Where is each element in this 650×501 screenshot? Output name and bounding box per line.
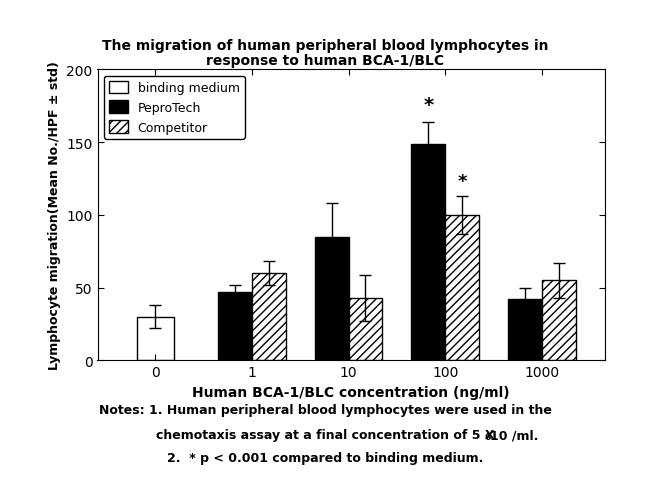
Text: 2.  * p < 0.001 compared to binding medium.: 2. * p < 0.001 compared to binding mediu… <box>167 451 483 464</box>
Y-axis label: Lymphocyte migration(Mean No./HPF ± std): Lymphocyte migration(Mean No./HPF ± std) <box>47 61 60 370</box>
Bar <box>315 237 348 361</box>
Bar <box>541 281 575 361</box>
X-axis label: Human BCA-1/BLC concentration (ng/ml): Human BCA-1/BLC concentration (ng/ml) <box>192 385 510 399</box>
Text: Notes: 1. Human peripheral blood lymphocytes were used in the: Notes: 1. Human peripheral blood lymphoc… <box>99 403 551 416</box>
Bar <box>508 300 541 361</box>
Text: 6: 6 <box>484 432 491 441</box>
Bar <box>252 274 286 361</box>
Text: 10 /ml.: 10 /ml. <box>490 428 538 441</box>
Text: *: * <box>458 173 467 191</box>
Text: *: * <box>423 96 434 115</box>
Bar <box>137 317 174 361</box>
Legend: binding medium, PeproTech, Competitor: binding medium, PeproTech, Competitor <box>104 76 244 140</box>
Text: chemotaxis assay at a final concentration of 5 X: chemotaxis assay at a final concentratio… <box>156 428 494 441</box>
Bar <box>218 293 252 361</box>
Text: The migration of human peripheral blood lymphocytes in: The migration of human peripheral blood … <box>102 39 548 53</box>
Bar <box>445 215 479 361</box>
Text: response to human BCA-1/BLC: response to human BCA-1/BLC <box>206 54 444 68</box>
Bar <box>411 144 445 361</box>
Bar <box>348 298 382 361</box>
